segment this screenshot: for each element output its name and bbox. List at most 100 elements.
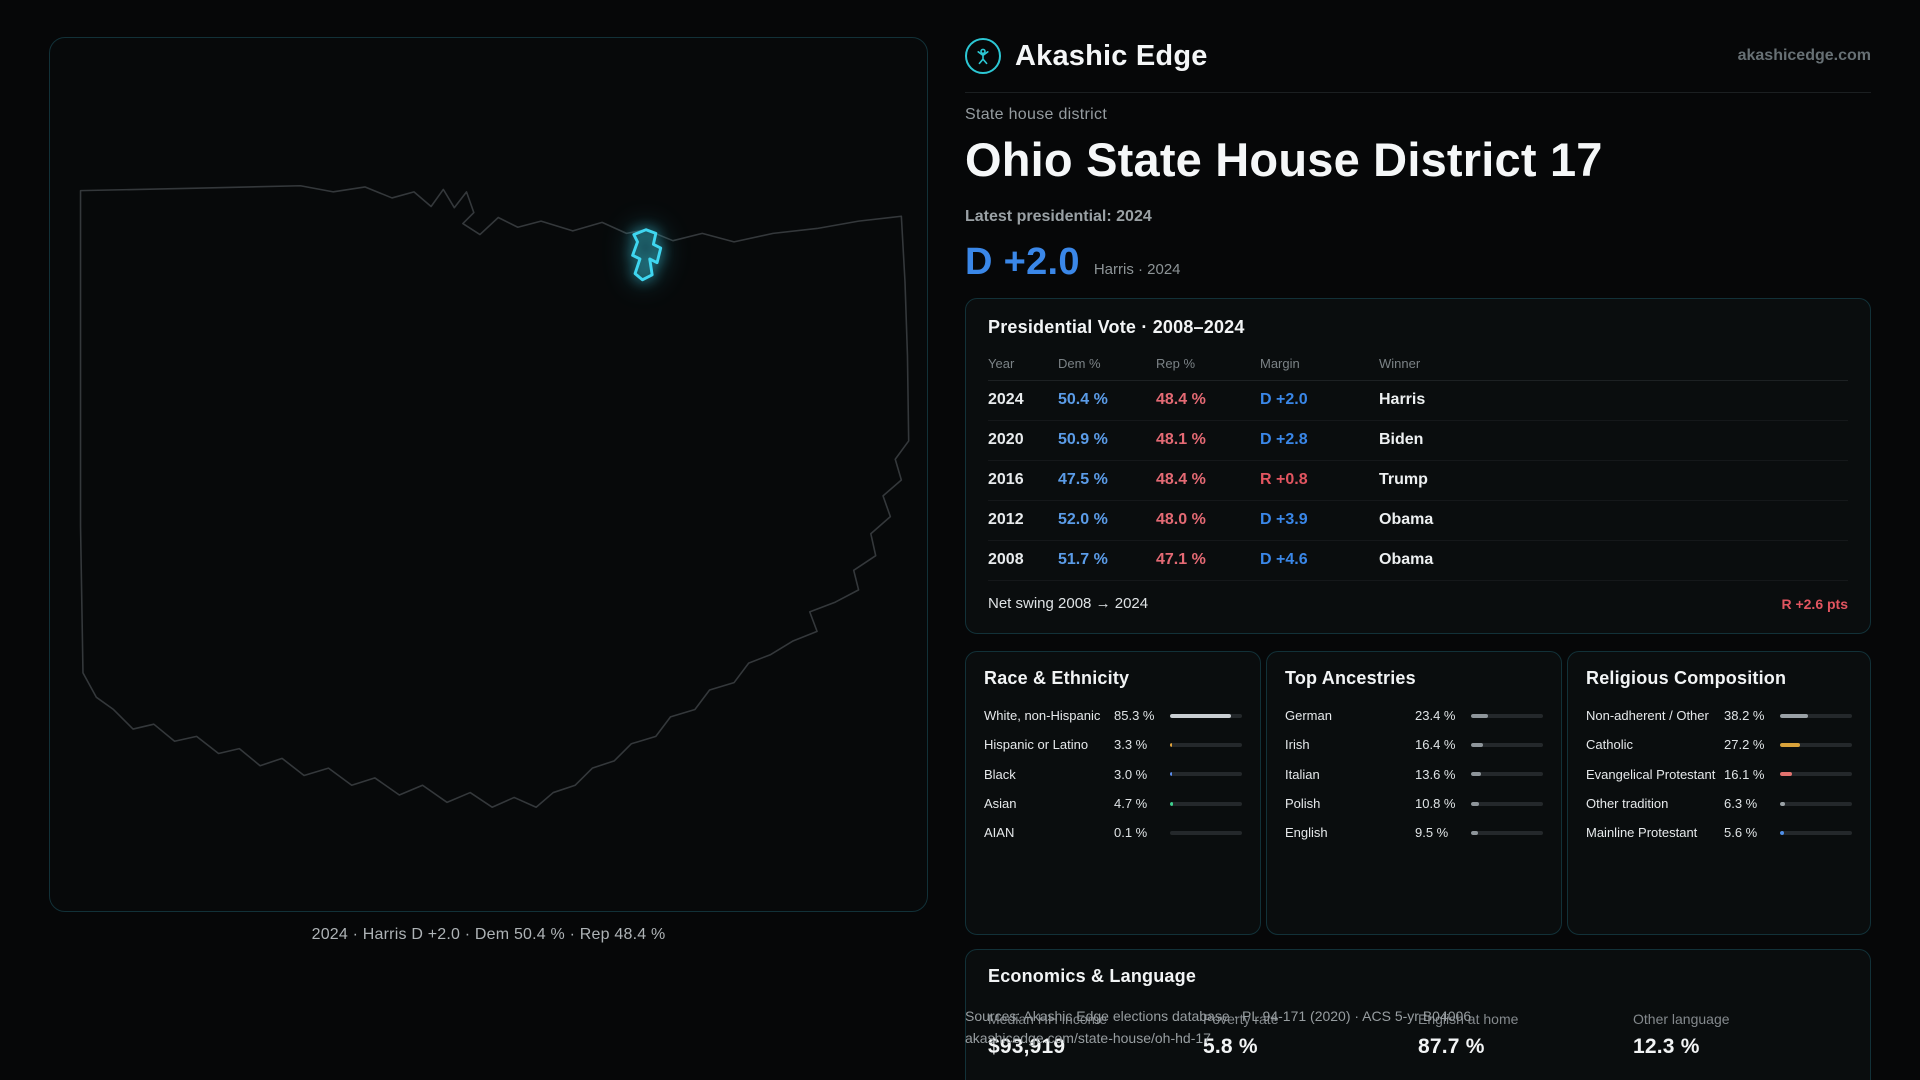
column-header: Dem %	[1058, 350, 1156, 381]
bar-track	[1471, 830, 1543, 835]
ohio-state-outline	[79, 184, 910, 809]
bar-fill	[1170, 742, 1173, 747]
site-domain-link[interactable]: akashicedge.com	[1737, 47, 1871, 64]
headline-margin-row: D +2.0 Harris · 2024	[965, 241, 1181, 284]
table-cell: 48.4 %	[1156, 460, 1260, 501]
bar-track	[1780, 713, 1852, 718]
map-caption: 2024 · Harris D +2.0 · Dem 50.4 % · Rep …	[311, 926, 666, 943]
list-item-label: English	[1285, 825, 1328, 841]
table-cell: 2008	[988, 540, 1058, 581]
sources-line: Sources: Akashic Edge elections database…	[965, 1008, 1472, 1024]
bar-fill	[1780, 801, 1785, 806]
list-item-label: Catholic	[1586, 737, 1633, 753]
bar-fill	[1170, 772, 1173, 777]
list-item: AIAN 0.1 %	[984, 818, 1242, 847]
brand: Akashic Edge	[965, 38, 1208, 74]
bar-track	[1780, 801, 1852, 806]
list-item-value: 5.6 %	[1724, 825, 1758, 841]
list-item: White, non-Hispanic 85.3 %	[984, 701, 1242, 730]
economics-card-title: Economics & Language	[988, 966, 1197, 986]
vote-table-body: 2024 50.4 % 48.4 % D +2.0 Harris 2020 50.9 % 48…	[988, 380, 1848, 581]
list-item-value: 16.4 %	[1415, 737, 1456, 753]
table-cell: 47.1 %	[1156, 540, 1260, 581]
table-cell: Trump	[1379, 460, 1848, 501]
list-item: Polish 10.8 %	[1285, 789, 1543, 818]
table-row: 2016 47.5 % 48.4 % R +0.8 Trump	[988, 460, 1848, 501]
list-item: Asian 4.7 %	[984, 789, 1242, 818]
stat-label: Other language	[1633, 1011, 1730, 1027]
list-item: Evangelical Protestant 16.1 %	[1586, 760, 1852, 789]
list-item: Irish 16.4 %	[1285, 730, 1543, 759]
list-item-value: 10.8 %	[1415, 796, 1456, 812]
permalink-link[interactable]: akashicedge.com/state-house/oh-hd-17	[965, 1030, 1211, 1046]
site-header: Akashic Edge akashicedge.com	[965, 30, 1871, 93]
list-item-value: 0.1 %	[1114, 825, 1148, 841]
bar-track	[1780, 772, 1852, 777]
list-item-label: German	[1285, 708, 1332, 723]
list-item-label: Italian	[1285, 766, 1320, 782]
table-cell: 51.7 %	[1058, 540, 1156, 581]
stat: English at home 87.7 %	[1418, 1011, 1633, 1059]
ancestries-rows: German 23.4 % Irish 16.4 % Italian 13.6 % Poli…	[1285, 701, 1543, 848]
list-item-label: Black	[984, 766, 1016, 782]
stat-value: $93,919	[988, 1035, 1066, 1058]
bar-fill	[1170, 713, 1232, 718]
stat-label: English at home	[1418, 1011, 1519, 1027]
race-ethnicity-card: Race & Ethnicity White, non-Hispanic 85.3…	[965, 651, 1261, 935]
list-item-value: 38.2 %	[1724, 708, 1765, 724]
bar-fill	[1780, 830, 1785, 835]
list-item: Other tradition 6.3 %	[1586, 789, 1852, 818]
table-row: 2012 52.0 % 48.0 % D +3.9 Obama	[988, 500, 1848, 541]
bar-fill	[1780, 742, 1800, 747]
table-cell: 48.4 %	[1156, 380, 1260, 421]
table-cell: 50.4 %	[1058, 380, 1156, 421]
bar-fill	[1471, 772, 1481, 777]
bar-track	[1170, 801, 1242, 806]
bar-fill	[1780, 713, 1808, 718]
column-header: Winner	[1379, 350, 1848, 381]
table-cell: 2016	[988, 460, 1058, 501]
bar-fill	[1471, 830, 1478, 835]
bar-track	[1170, 713, 1242, 718]
table-cell: D +4.6	[1260, 540, 1379, 581]
economics-language-card: Economics & Language Median HH income $93…	[965, 949, 1871, 1080]
bar-track	[1780, 830, 1852, 835]
bar-track	[1170, 830, 1242, 835]
table-cell: R +0.8	[1260, 460, 1379, 501]
table-cell: 50.9 %	[1058, 420, 1156, 461]
presidential-vote-table: Year Dem % Rep % Margin Winner 2024 50.4 % 48.…	[988, 350, 1848, 581]
vote-table-head-row: Year Dem % Rep % Margin Winner	[988, 350, 1848, 381]
highlighted-district-shape[interactable]	[631, 228, 663, 282]
bar-track	[1170, 742, 1242, 747]
latest-presidential-label: Latest presidential: 2024	[965, 208, 1152, 225]
bar-track	[1780, 742, 1852, 747]
district-type-eyebrow: State house district	[965, 106, 1108, 123]
net-swing-label: Net swing 2008 → 2024	[988, 595, 1149, 612]
list-item: Catholic 27.2 %	[1586, 730, 1852, 759]
bar-fill	[1780, 772, 1792, 777]
stat: Other language 12.3 %	[1633, 1011, 1848, 1059]
list-item: Mainline Protestant 5.6 %	[1586, 818, 1852, 847]
bar-track	[1471, 742, 1543, 747]
bar-track	[1471, 772, 1543, 777]
table-cell: D +3.9	[1260, 500, 1379, 541]
bar-fill	[1471, 713, 1488, 718]
list-item-value: 9.5 %	[1415, 825, 1449, 841]
column-header: Year	[988, 350, 1058, 381]
table-cell: 2012	[988, 500, 1058, 541]
presidential-vote-card: Presidential Vote · 2008–2024 Year Dem % R…	[965, 298, 1871, 634]
table-row: 2020 50.9 % 48.1 % D +2.8 Biden	[988, 420, 1848, 461]
table-cell: Obama	[1379, 500, 1848, 541]
bar-track	[1471, 801, 1543, 806]
list-item-value: 27.2 %	[1724, 737, 1765, 753]
table-row: 2008 51.7 % 47.1 % D +4.6 Obama	[988, 540, 1848, 581]
net-swing-value: R +2.6 pts	[1781, 595, 1848, 612]
list-item-label: Polish	[1285, 795, 1321, 811]
list-item-label: Irish	[1285, 737, 1310, 753]
bar-fill	[1471, 801, 1479, 806]
list-item-value: 6.3 %	[1724, 796, 1758, 812]
stat-label: Median HH income	[988, 1011, 1108, 1027]
brand-name: Akashic Edge	[1015, 39, 1208, 72]
headline-margin-caption: Harris · 2024	[1093, 261, 1181, 278]
list-item: English 9.5 %	[1285, 818, 1543, 847]
